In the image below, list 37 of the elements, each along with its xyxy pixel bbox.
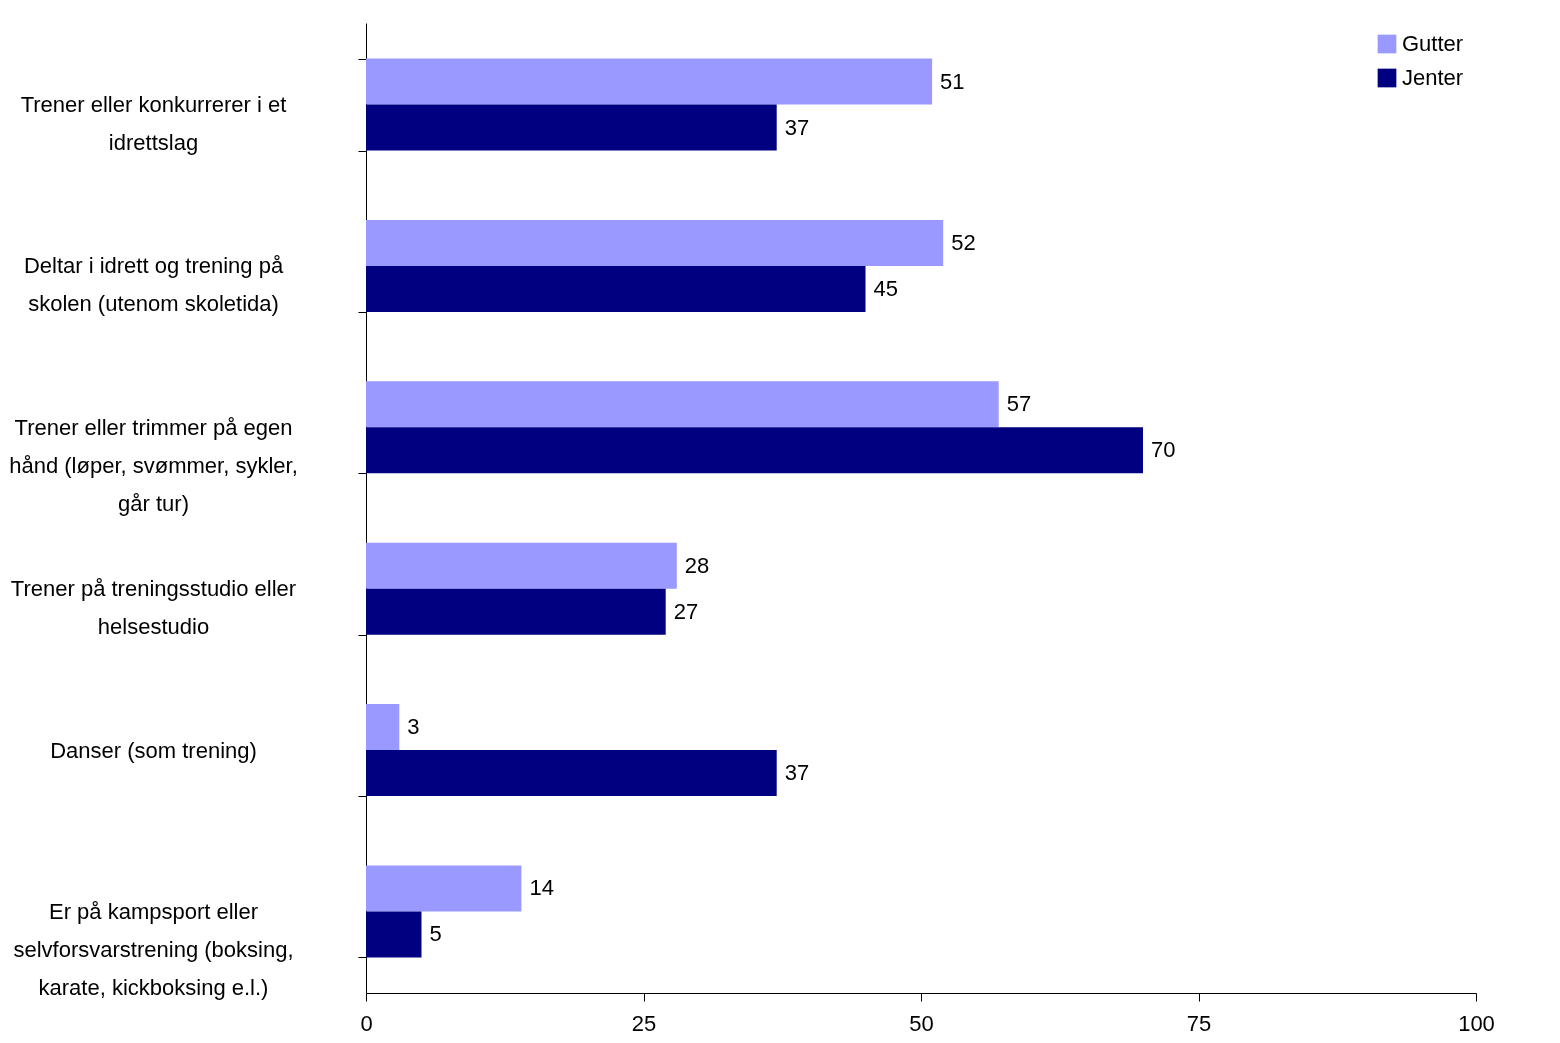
data-label: 14 [529,875,554,901]
bar [366,265,866,312]
bar [366,58,933,105]
bar [366,104,777,151]
legend-label: Gutter [1402,31,1464,56]
data-label: 37 [784,760,810,786]
data-label: 27 [673,598,699,624]
data-label: 37 [784,114,810,140]
bar [366,381,999,428]
bar [366,427,1143,474]
x-tick-label: 75 [1186,1010,1212,1036]
legend-label: Jenter [1402,65,1464,90]
data-label: 5 [429,921,442,947]
y-tick-label: Trener på treningsstudio eller helsestudio [10,576,297,640]
bar [366,865,522,912]
data-label: 45 [873,275,898,301]
data-label: 3 [407,714,420,740]
data-label: 70 [1151,437,1176,463]
bar [366,704,400,751]
y-tick-label: Deltar i idrett og trening på skolen (utenom skoletida) [23,253,284,317]
data-label: 28 [684,552,710,578]
x-tick-label: 100 [1458,1010,1495,1036]
x-tick-label: 25 [631,1010,657,1036]
bar [366,542,677,589]
data-label: 57 [1006,391,1032,417]
y-tick-label: Trener eller trimmer på egen hånd (løper, svømmer, sykler, går tur) [9,414,298,516]
bar [366,219,944,266]
bar [366,750,777,797]
bar [366,588,666,635]
bar [366,911,422,958]
y-tick-label: Trener eller konkurrerer i et idrettslag [20,92,287,156]
x-tick-label: 0 [360,1010,373,1036]
data-label: 51 [940,68,965,94]
data-label: 52 [951,229,976,255]
y-tick-label: Er på kampsport eller selvforsvarstrening (boksing, karate, kickboksing e.l.) [13,898,294,1000]
y-tick-label: Danser (som trening) [50,737,257,763]
x-tick-label: 50 [909,1010,934,1036]
